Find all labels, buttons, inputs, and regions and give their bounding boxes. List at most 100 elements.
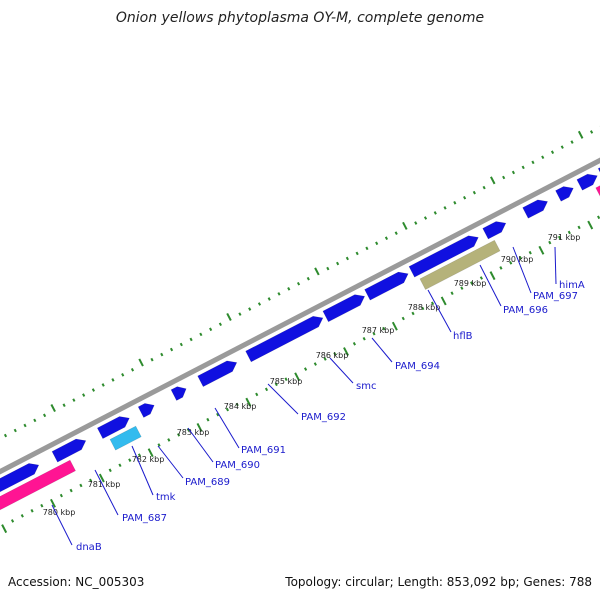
kbp-marker-label: 791 kbp (548, 233, 581, 242)
inner-tick (98, 473, 105, 483)
inner-tick (50, 498, 56, 508)
accession-label: Accession: NC_005303 (8, 575, 144, 589)
outer-tick (62, 403, 66, 407)
kbp-marker-label: 787 kbp (362, 326, 395, 335)
inner-tick (421, 306, 425, 311)
inner-tick-ring (1, 215, 600, 534)
outer-tick (13, 428, 17, 433)
outer-tick (150, 357, 154, 362)
outer-tick (375, 241, 379, 246)
gene-label: PAM_694 (395, 361, 440, 372)
inner-tick (313, 362, 317, 366)
outer-tick (101, 383, 105, 387)
outer-tick (472, 190, 476, 195)
outer-tick (50, 404, 56, 413)
outer-tick (443, 206, 447, 210)
outer-tick (209, 327, 213, 332)
inner-tick (1, 524, 8, 534)
outer-tick (42, 413, 47, 418)
cds-feature (364, 271, 409, 301)
outer-tick (138, 358, 144, 367)
kbp-marker-label: 784 kbp (224, 402, 257, 411)
inner-tick (460, 286, 464, 290)
inner-tick (391, 321, 398, 331)
inner-tick (147, 448, 154, 458)
kbp-marker-label: 783 kbp (177, 428, 210, 437)
gene-label: dnaB (76, 542, 102, 553)
gene-leader-line (214, 407, 240, 449)
inner-tick (245, 397, 252, 407)
outer-tick (130, 367, 135, 372)
cds-feature (137, 403, 155, 418)
inner-tick (69, 488, 73, 493)
outer-tick (590, 130, 594, 134)
cds-feature (96, 416, 130, 440)
kbp-marker-label: 790 kbp (501, 255, 534, 264)
inner-tick (20, 514, 24, 518)
rna-feature (109, 425, 142, 451)
outer-tick (306, 276, 310, 281)
gene-label-leaders: dnaB PAM_687 tmk PAM_689 PAM_690 PAM_691 PAM_6… (51, 246, 585, 553)
inner-tick (284, 377, 288, 382)
kbp-marker-label: 782 kbp (132, 455, 165, 464)
genome-backbone (0, 157, 600, 475)
inner-tick (108, 468, 112, 473)
outer-tick (23, 423, 27, 428)
outer-tick (82, 393, 86, 397)
inner-tick (333, 352, 337, 356)
outer-tick (72, 398, 76, 402)
inner-tick (59, 493, 63, 498)
inner-tick (323, 357, 327, 361)
outer-tick (355, 251, 359, 256)
cds-feature (245, 315, 324, 363)
outer-tick (3, 433, 8, 438)
inner-tick (167, 438, 171, 442)
inner-tick (40, 503, 44, 508)
gene-leader-line (157, 445, 184, 479)
inner-tick (557, 235, 562, 240)
outer-tick-ring (3, 125, 600, 438)
inner-tick (401, 316, 405, 321)
inner-tick (216, 412, 220, 417)
gene-leader-line (267, 383, 299, 415)
outer-tick (482, 185, 486, 190)
cds-feature (576, 173, 598, 191)
outer-tick (33, 418, 37, 423)
inner-tick (294, 372, 301, 382)
outer-tick (111, 378, 115, 382)
gene-leader-line (187, 427, 214, 463)
outer-tick (521, 165, 525, 170)
inner-tick (597, 215, 600, 220)
outer-tick (423, 216, 428, 220)
outer-tick (199, 332, 203, 337)
kbp-marker-label: 786 kbp (316, 351, 349, 360)
gene-leader-line (94, 469, 119, 516)
inner-tick (264, 387, 269, 392)
inner-tick (89, 478, 93, 483)
outer-tick (345, 256, 349, 261)
inner-tick (430, 301, 435, 306)
kbp-marker-label: 780 kbp (43, 508, 76, 517)
inner-tick (352, 342, 356, 346)
gene-leader-line (427, 289, 452, 333)
outer-tick (257, 302, 262, 306)
outer-tick (365, 246, 369, 251)
inner-tick (186, 428, 190, 432)
inner-tick (499, 266, 503, 270)
kbp-marker-label: 781 kbp (88, 480, 121, 489)
map-title: Onion yellows phytoplasma OY-M, complete… (116, 10, 484, 26)
outer-tick (463, 195, 467, 200)
inner-tick (10, 519, 15, 523)
outer-tick (511, 170, 516, 175)
gene-leader-line (512, 246, 532, 294)
inner-tick (118, 463, 122, 468)
outer-tick (490, 176, 496, 185)
inner-tick (235, 402, 239, 407)
inner-tick (450, 291, 454, 295)
outer-tick (296, 281, 301, 286)
outer-tick (541, 155, 545, 160)
inner-tick (362, 336, 366, 341)
gene-label: himA (559, 280, 585, 291)
outer-tick (433, 211, 437, 215)
gene-label: tmk (156, 492, 176, 503)
